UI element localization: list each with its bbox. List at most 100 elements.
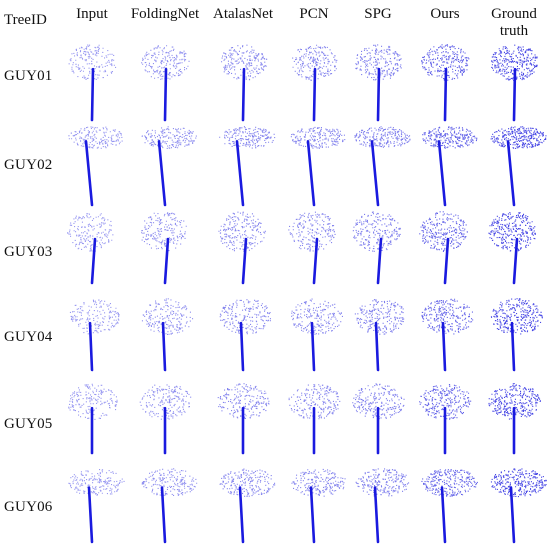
point-cloud (68, 469, 125, 544)
point-cloud (490, 468, 547, 544)
tree-thumbnail (282, 292, 346, 374)
trunk-points (512, 67, 517, 122)
trunk-points (510, 321, 516, 372)
crown-points (141, 212, 187, 252)
point-cloud (219, 299, 271, 372)
tree-thumbnail (60, 125, 124, 207)
crown-points (352, 211, 401, 252)
crown-points (354, 126, 411, 148)
crown-points (141, 468, 198, 496)
crown-points (292, 44, 338, 81)
point-cloud (288, 384, 341, 455)
point-cloud (421, 469, 478, 544)
trunk-points (309, 486, 316, 544)
tree-thumbnail (133, 205, 197, 287)
point-cloud (291, 468, 346, 544)
point-cloud (355, 44, 402, 122)
trunk-points (443, 237, 450, 285)
point-cloud (491, 44, 538, 122)
point-cloud (217, 383, 270, 455)
trunk-points (370, 140, 380, 207)
header-treeid: TreeID (4, 12, 47, 28)
tree-thumbnail (133, 292, 197, 374)
tree-thumbnail (211, 462, 276, 544)
point-cloud (421, 44, 470, 122)
point-cloud (218, 211, 266, 285)
crown-points (290, 126, 346, 149)
point-cloud (490, 126, 547, 207)
tree-thumbnail (133, 462, 198, 544)
point-cloud (141, 126, 197, 207)
crown-points (69, 299, 120, 335)
crown-points (218, 211, 266, 252)
point-cloud (291, 298, 343, 372)
point-cloud (419, 384, 472, 455)
crown-points (488, 212, 536, 252)
trunk-points (443, 67, 448, 122)
tree-thumbnail (60, 292, 124, 374)
tree-thumbnail (346, 205, 410, 287)
tree-thumbnail (60, 40, 124, 122)
crown-points (68, 469, 125, 496)
tree-thumbnail (413, 292, 477, 374)
tree-thumbnail (482, 375, 546, 457)
trunk-points (373, 486, 380, 544)
tree-thumbnail (211, 292, 275, 374)
crown-points (355, 468, 410, 497)
trunk-points (239, 321, 245, 372)
crown-points (421, 469, 478, 497)
trunk-points (238, 486, 245, 544)
trunk-points (374, 321, 380, 372)
tree-thumbnail (482, 40, 546, 122)
point-cloud (352, 211, 401, 285)
point-cloud (69, 299, 120, 372)
trunk-points (437, 140, 447, 207)
tree-thumbnail (282, 125, 346, 207)
trunk-points (160, 486, 167, 544)
tree-thumbnail (282, 462, 346, 544)
point-cloud (354, 126, 411, 207)
point-cloud (288, 211, 336, 285)
point-cloud (488, 383, 541, 455)
point-cloud (422, 126, 478, 207)
point-cloud (68, 126, 123, 207)
point-cloud (292, 44, 338, 122)
trunk-points (376, 67, 381, 122)
crown-points (288, 211, 336, 252)
trunk-points (509, 486, 516, 544)
point-cloud (141, 468, 198, 544)
tree-thumbnail (413, 462, 478, 544)
row-label-guy05: GUY05 (4, 416, 53, 432)
crown-points (490, 468, 547, 498)
crown-points (141, 126, 197, 149)
crown-points (421, 44, 470, 81)
point-cloud (219, 126, 276, 207)
tree-thumbnail (60, 375, 124, 457)
point-cloud (354, 299, 405, 372)
point-cloud (68, 383, 118, 455)
point-cloud (290, 126, 346, 207)
crown-points (354, 299, 405, 335)
header-input: Input (76, 6, 108, 22)
header-foldingnet: FoldingNet (130, 6, 200, 22)
header-spg: SPG (364, 6, 392, 22)
crown-points (68, 383, 118, 420)
point-cloud (419, 211, 468, 285)
tree-thumbnail (282, 205, 346, 287)
header-ground-truth: Ground truth (491, 6, 537, 39)
crown-points (219, 126, 276, 149)
trunk-points (235, 140, 245, 207)
trunk-points (310, 321, 316, 372)
crown-points (422, 126, 478, 149)
tree-thumbnail (211, 125, 276, 207)
row-label-guy03: GUY03 (4, 244, 53, 260)
crown-points (68, 126, 123, 149)
tree-thumbnail (346, 375, 410, 457)
tree-thumbnail (482, 462, 547, 544)
tree-thumbnail (413, 205, 477, 287)
header-pcn: PCN (299, 6, 329, 22)
tree-thumbnail (413, 40, 477, 122)
trunk-points (163, 67, 168, 122)
crown-points (421, 298, 474, 335)
tree-thumbnail (482, 125, 547, 207)
